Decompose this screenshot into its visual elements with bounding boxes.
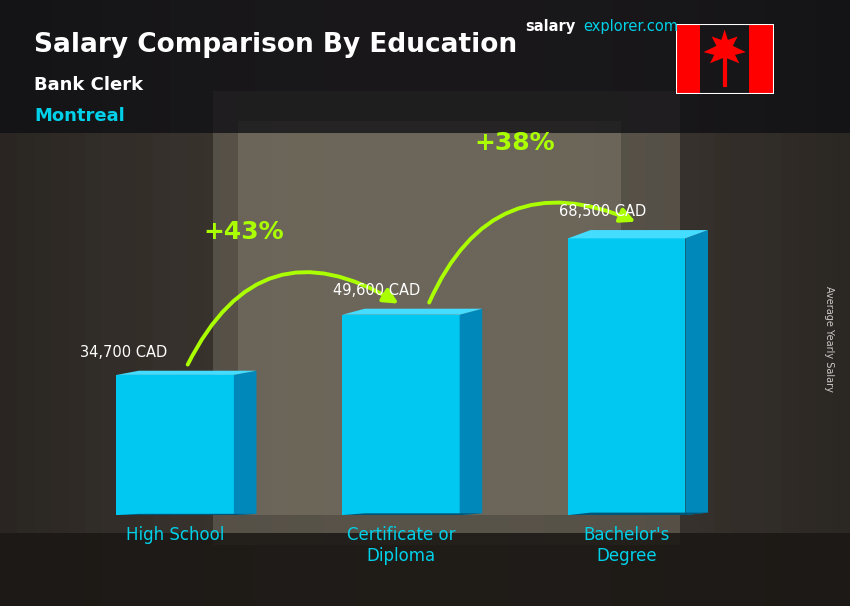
Bar [765, 0, 782, 606]
Bar [68, 0, 85, 606]
Text: Montreal: Montreal [34, 107, 125, 125]
Bar [799, 0, 816, 606]
Text: 34,700 CAD: 34,700 CAD [81, 345, 167, 360]
Bar [136, 0, 153, 606]
Bar [578, 0, 595, 606]
Text: +38%: +38% [474, 131, 555, 155]
Bar [238, 0, 255, 606]
Bar [340, 0, 357, 606]
Polygon shape [704, 30, 745, 63]
Text: explorer.com: explorer.com [583, 19, 678, 33]
Polygon shape [343, 308, 482, 315]
Bar [102, 0, 119, 606]
Bar [306, 0, 323, 606]
Bar [17, 0, 34, 606]
Bar [510, 0, 527, 606]
Bar [595, 0, 612, 606]
Bar [238, 121, 620, 515]
Polygon shape [234, 371, 257, 515]
Bar [646, 0, 663, 606]
Bar [212, 91, 680, 545]
Bar [544, 0, 561, 606]
Polygon shape [343, 315, 460, 515]
Bar [170, 0, 187, 606]
Text: Bank Clerk: Bank Clerk [34, 76, 143, 94]
Bar [527, 0, 544, 606]
Bar [663, 0, 680, 606]
Bar [323, 0, 340, 606]
Bar [493, 0, 510, 606]
Bar [697, 0, 714, 606]
Bar [0, 0, 850, 133]
Bar [425, 0, 442, 606]
Text: Average Yearly Salary: Average Yearly Salary [824, 287, 834, 392]
Bar [629, 0, 646, 606]
Bar [34, 0, 51, 606]
Bar [782, 0, 799, 606]
Bar [374, 0, 391, 606]
Bar [408, 0, 425, 606]
Bar [459, 0, 476, 606]
Bar [221, 0, 238, 606]
Text: +43%: +43% [204, 221, 285, 244]
Bar [119, 0, 136, 606]
Polygon shape [568, 238, 685, 515]
Bar [816, 0, 833, 606]
Bar [476, 0, 493, 606]
Bar [85, 0, 102, 606]
Text: 49,600 CAD: 49,600 CAD [333, 283, 421, 298]
Bar [51, 0, 68, 606]
Bar [714, 0, 731, 606]
Bar [833, 0, 850, 606]
Bar [357, 0, 374, 606]
Polygon shape [685, 230, 708, 515]
Bar [676, 24, 700, 94]
Polygon shape [568, 230, 708, 238]
Polygon shape [116, 375, 234, 515]
Bar [680, 0, 697, 606]
Text: salary: salary [525, 19, 575, 33]
Bar [204, 0, 221, 606]
Bar [731, 0, 748, 606]
Bar [561, 0, 578, 606]
Bar [748, 0, 765, 606]
Bar [187, 0, 204, 606]
Bar [749, 24, 774, 94]
Polygon shape [460, 308, 482, 515]
Bar [391, 0, 408, 606]
Bar [153, 0, 170, 606]
Text: Salary Comparison By Education: Salary Comparison By Education [34, 33, 517, 58]
Polygon shape [116, 371, 257, 375]
Polygon shape [568, 513, 708, 515]
Bar [0, 533, 850, 606]
Bar [289, 0, 306, 606]
Polygon shape [343, 513, 482, 515]
Bar [272, 0, 289, 606]
Polygon shape [116, 514, 257, 515]
Text: 68,500 CAD: 68,500 CAD [559, 204, 646, 219]
Bar [442, 0, 459, 606]
Bar [0, 0, 17, 606]
Bar [612, 0, 629, 606]
Bar [255, 0, 272, 606]
